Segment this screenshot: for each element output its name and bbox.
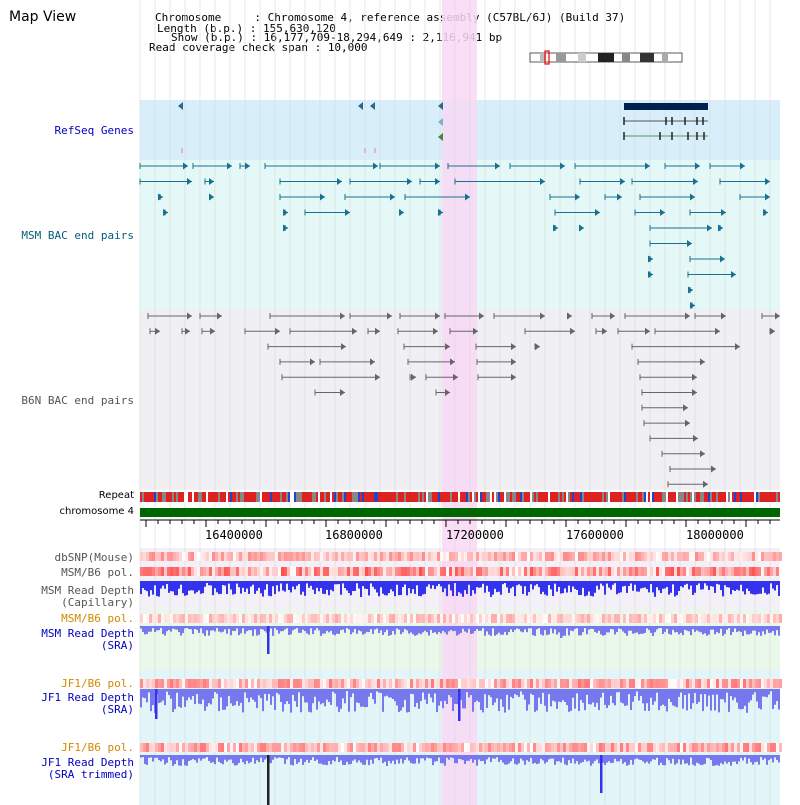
refseq-genes[interactable] (178, 102, 708, 153)
repeat-label: Repeat (98, 490, 134, 501)
jf1-b6-pol-trim-label[interactable]: JF1/B6 pol. (61, 741, 134, 754)
msm-bac-end-pairs[interactable] (139, 162, 770, 310)
read-depth-tracks[interactable] (140, 581, 780, 805)
vertical-grid (139, 0, 771, 805)
jf1-b6-pol-label[interactable]: JF1/B6 pol. (61, 677, 134, 690)
axis-tick-label: 16800000 (325, 528, 383, 542)
jf1-read-depth-trim-sub: (SRA trimmed) (47, 768, 134, 781)
msm-bac-label[interactable]: MSM BAC end pairs (21, 229, 134, 242)
chromosome-label: Chromosome : (155, 11, 268, 24)
axis-tick-label: 17600000 (566, 528, 624, 542)
page-title: Map View (9, 9, 77, 25)
jf1-read-depth-sub: (SRA) (100, 703, 134, 716)
highlight-region[interactable] (442, 0, 477, 805)
b6n-bac-label[interactable]: B6N BAC end pairs (21, 394, 134, 407)
length-value: 155,630,120 (262, 22, 336, 35)
chromosome-bar[interactable] (140, 508, 780, 517)
jf1-read-depth-label[interactable]: JF1 Read Depth (41, 691, 134, 704)
repeat-track[interactable] (140, 492, 780, 502)
axis-tick-label: 16400000 (205, 528, 263, 542)
b6n-bac-end-pairs[interactable] (147, 312, 780, 488)
msm-read-depth-capillary-label[interactable]: MSM Read Depth (41, 584, 134, 597)
coverage-label: Read coverage check span : (149, 41, 328, 54)
show-label: Show (b.p.) : (171, 31, 264, 44)
length-info: Length (b.p.) : 155,630,120 (157, 23, 336, 34)
jf1-read-depth-trim-label[interactable]: JF1 Read Depth (41, 756, 134, 769)
refseq-genes-label[interactable]: RefSeq Genes (54, 124, 134, 137)
msm-read-depth-sra-sub: (SRA) (100, 639, 134, 652)
axis-tick-label: 17200000 (446, 528, 504, 542)
msm-read-depth-capillary-sub: (Capillary) (61, 596, 134, 609)
coverage-value: 10,000 (327, 41, 368, 54)
position-axis (140, 519, 780, 527)
msm-b6-pol-label[interactable]: MSM/B6 pol. (61, 566, 134, 579)
msm-b6-pol-sra-label[interactable]: MSM/B6 pol. (61, 612, 134, 625)
chromosome-label: chromosome 4 (59, 506, 134, 517)
chromosome-ideogram[interactable] (529, 50, 683, 65)
polymorphism-heat-tracks[interactable] (140, 552, 782, 752)
axis-tick-label: 18000000 (686, 528, 744, 542)
dbsnp-label[interactable]: dbSNP(Mouse) (54, 551, 134, 564)
length-label: Length (b.p.) : (157, 22, 263, 35)
coverage-info: Read coverage check span : 10,000 (149, 42, 368, 53)
gene-block[interactable] (624, 103, 708, 110)
msm-read-depth-sra-label[interactable]: MSM Read Depth (41, 627, 134, 640)
